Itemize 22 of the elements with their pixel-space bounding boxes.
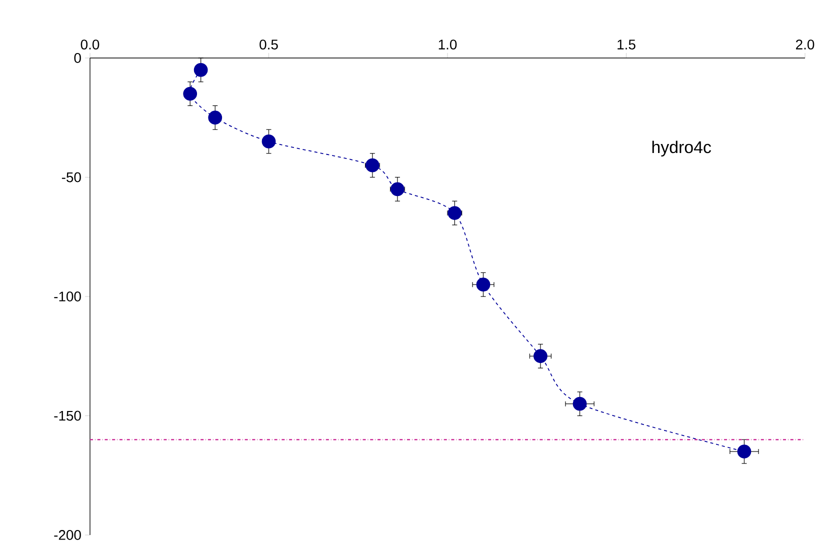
point <box>208 110 222 125</box>
x-tick-label: 1.5 <box>618 40 636 50</box>
point <box>194 62 208 77</box>
y-tick-label: -200 <box>54 530 81 540</box>
point <box>390 182 404 196</box>
x-tick-label: 2.0 <box>796 40 814 50</box>
y-tick-label: -150 <box>54 410 81 421</box>
x-tick-label: 0.5 <box>260 40 278 50</box>
point <box>183 86 198 101</box>
point <box>262 134 276 148</box>
point <box>476 278 490 292</box>
point <box>365 158 380 172</box>
point <box>737 444 752 458</box>
x-tick-label: 1.0 <box>438 40 457 50</box>
y-tick-label: -50 <box>62 172 81 182</box>
annotation: hydro4c <box>652 140 712 157</box>
x-tick-label: 0.0 <box>80 40 100 50</box>
point <box>534 349 548 364</box>
point <box>572 396 587 411</box>
y-tick-label: -100 <box>54 292 81 302</box>
y-tick-label: 0 <box>74 53 81 63</box>
point <box>448 206 462 220</box>
